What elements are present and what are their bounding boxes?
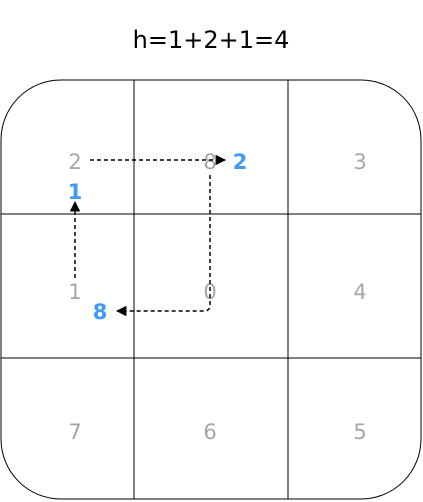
diagram-title: h=1+2+1=4 (133, 26, 290, 54)
move-label-tile-2: 2 (233, 150, 248, 174)
tile-number-2: 2 (68, 150, 81, 174)
tile-number-0: 0 (203, 280, 216, 304)
move-label-tile-1: 1 (68, 180, 83, 204)
tile-number-3: 3 (353, 150, 366, 174)
move-path-tile-8 (115, 175, 211, 317)
tile-number-7: 7 (68, 420, 81, 444)
move-label-tile-8: 8 (93, 300, 108, 324)
board-outline (0, 79, 422, 500)
tile-number-4: 4 (353, 280, 366, 304)
tile-number-6: 6 (203, 420, 216, 444)
tile-number-8: 8 (203, 150, 216, 174)
tile-number-5: 5 (353, 420, 366, 444)
tile-number-1: 1 (68, 280, 81, 304)
